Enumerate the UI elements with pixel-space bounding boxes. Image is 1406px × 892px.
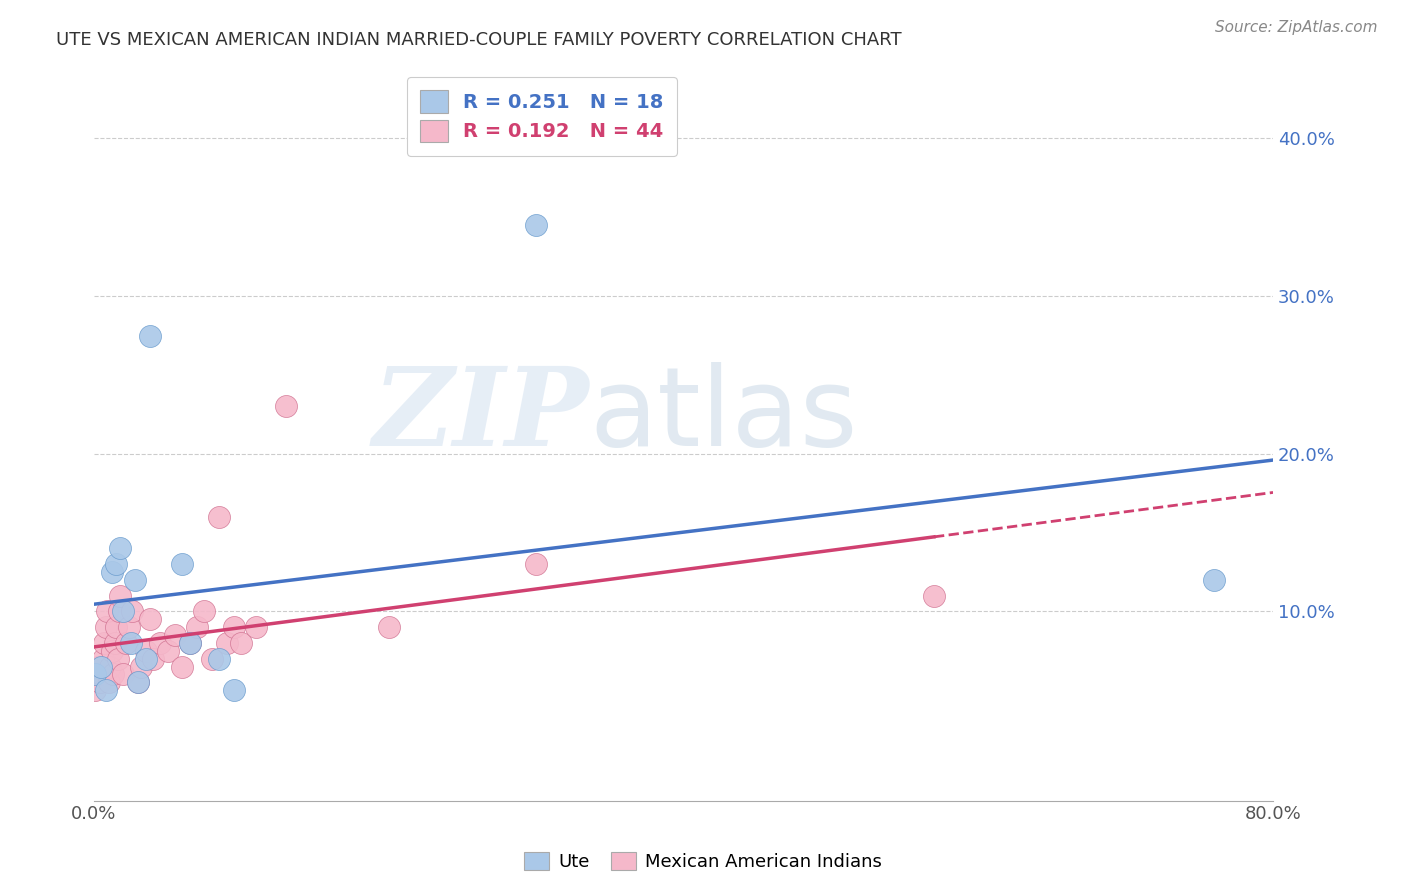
Point [208,509,231,524]
Point [142,651,165,665]
Point [222,620,245,634]
Point [129,659,152,673]
Point [96,604,118,618]
Point [105,620,128,634]
Point [172,557,194,571]
Point [100,644,122,658]
Point [98,659,121,673]
Text: Source: ZipAtlas.com: Source: ZipAtlas.com [1215,20,1378,35]
Point [208,651,231,665]
Point [94,683,117,698]
Legend: Ute, Mexican American Indians: Ute, Mexican American Indians [516,845,890,879]
Point [201,651,224,665]
Point [193,604,215,618]
Point [186,620,208,634]
Point [108,604,131,618]
Point [222,683,245,698]
Point [86,667,108,681]
Point [84,667,107,681]
Point [101,667,124,681]
Point [121,604,143,618]
Text: UTE VS MEXICAN AMERICAN INDIAN MARRIED-COUPLE FAMILY POVERTY CORRELATION CHART: UTE VS MEXICAN AMERICAN INDIAN MARRIED-C… [56,31,901,49]
Point [149,636,172,650]
Point [103,636,125,650]
Point [110,589,132,603]
Point [97,675,120,690]
Point [90,659,112,673]
Point [110,541,132,556]
Point [90,667,112,681]
Point [139,612,162,626]
Point [84,683,107,698]
Point [118,620,141,634]
Point [172,659,194,673]
Point [1202,573,1225,587]
Point [120,636,142,650]
Point [215,636,238,650]
Point [127,675,149,690]
Point [377,620,399,634]
Point [231,636,253,650]
Legend: R = 0.251   N = 18, R = 0.192   N = 44: R = 0.251 N = 18, R = 0.192 N = 44 [406,77,678,156]
Point [245,620,267,634]
Point [139,328,162,343]
Text: ZIP: ZIP [373,361,589,469]
Point [112,667,135,681]
Point [100,565,122,579]
Point [163,628,186,642]
Point [89,675,111,690]
Point [115,636,138,650]
Point [134,644,156,658]
Point [91,651,114,665]
Point [179,636,201,650]
Point [112,604,135,618]
Point [156,644,179,658]
Point [274,400,297,414]
Point [179,636,201,650]
Point [127,675,149,690]
Point [524,557,547,571]
Text: atlas: atlas [589,362,858,469]
Point [107,651,129,665]
Point [105,557,128,571]
Point [94,620,117,634]
Point [922,589,945,603]
Point [524,218,547,232]
Point [134,651,156,665]
Point [124,573,146,587]
Point [93,636,115,650]
Point [87,659,110,673]
